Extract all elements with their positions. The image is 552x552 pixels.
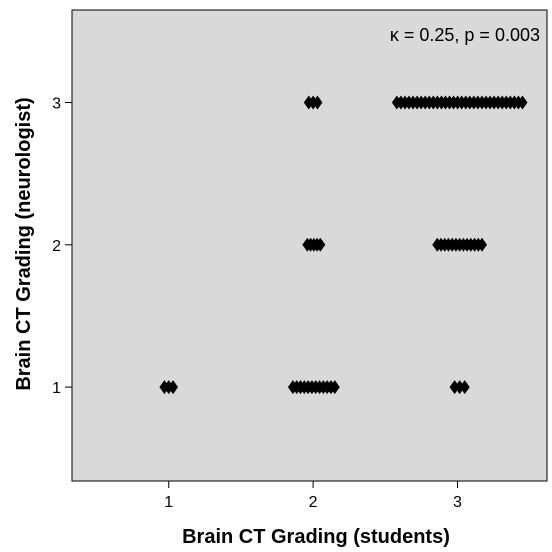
y-tick-label-2: 2	[52, 238, 61, 255]
data-point-2-0	[449, 380, 460, 395]
y-tick-label-1: 1	[52, 380, 61, 397]
x-tick-label-1: 1	[164, 494, 173, 511]
data-point-1-11	[329, 380, 340, 395]
data-point-0-2	[168, 380, 179, 395]
x-axis-title: Brain CT Grading (students)	[182, 526, 450, 548]
x-tick-label-2: 2	[309, 494, 318, 511]
x-axis: 1 2 3	[164, 481, 462, 511]
x-tick-label-3: 3	[453, 494, 462, 511]
kappa-annotation: κ = 0.25, p = 0.003	[390, 25, 540, 45]
data-point-3-4	[315, 237, 326, 252]
y-tick-label-3: 3	[52, 95, 61, 112]
data-point-2-2	[459, 380, 470, 395]
data-point-4-12	[477, 237, 488, 252]
data-points	[159, 95, 528, 395]
data-point-2-1	[454, 380, 465, 395]
data-point-5-2	[312, 95, 323, 110]
y-axis-title: Brain CT Grading (neurologist)	[13, 97, 35, 390]
y-axis: 1 2 3	[52, 95, 72, 397]
data-point-6-31	[517, 95, 528, 110]
